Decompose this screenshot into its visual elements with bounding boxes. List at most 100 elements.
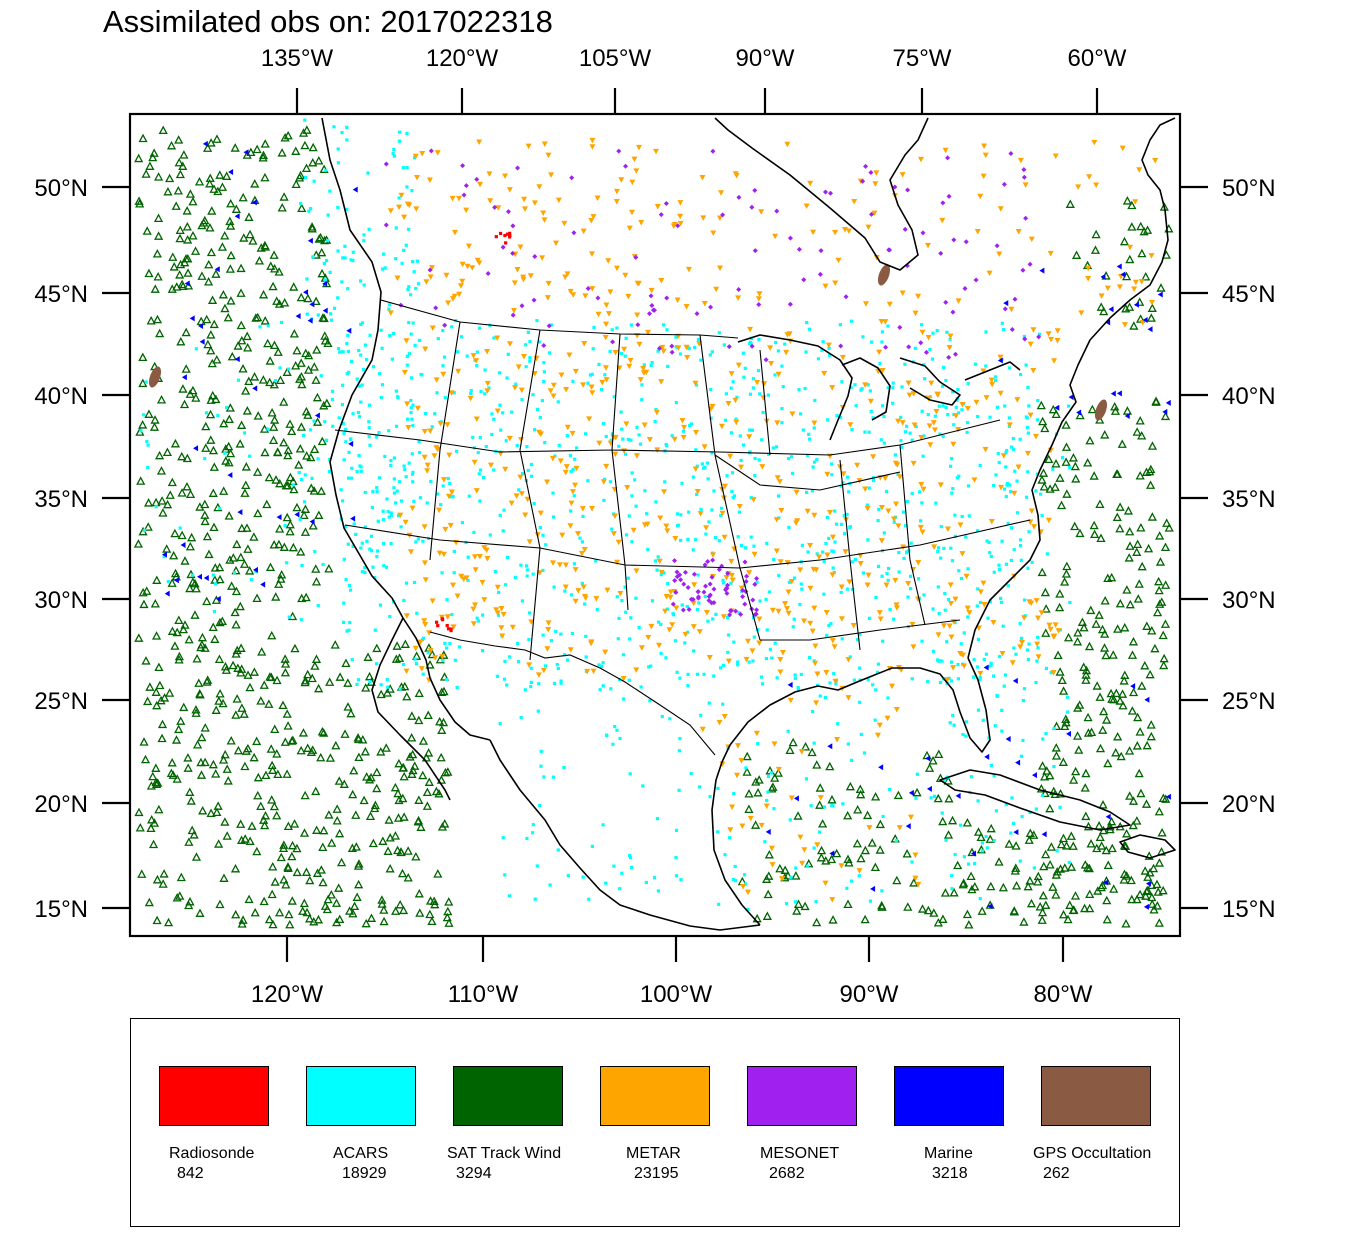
legend-count: 3294 [456, 1165, 492, 1182]
sat-track-wind-obs-marker [212, 134, 222, 143]
metar-obs-marker [401, 214, 408, 221]
sat-track-wind-obs-marker [1025, 876, 1035, 885]
metar-obs-marker [472, 602, 479, 608]
acars-obs-marker [827, 536, 831, 541]
sat-track-wind-obs-marker [145, 161, 155, 170]
acars-obs-marker [392, 456, 397, 460]
acars-obs-marker [675, 524, 680, 528]
sat-track-wind-obs-marker [998, 882, 1008, 892]
acars-obs-marker [504, 439, 508, 443]
acars-obs-marker [810, 709, 815, 714]
acars-obs-marker [569, 593, 574, 597]
acars-obs-marker [766, 790, 770, 794]
mesonet-obs-marker [1021, 174, 1027, 180]
sat-track-wind-obs-marker [424, 777, 434, 786]
acars-obs-marker [496, 613, 501, 617]
acars-obs-marker [861, 335, 865, 339]
acars-obs-marker [346, 542, 350, 546]
mesonet-obs-marker [753, 611, 759, 617]
acars-obs-marker [538, 525, 542, 530]
sat-track-wind-obs-marker [290, 643, 300, 653]
acars-obs-marker [992, 674, 996, 678]
metar-obs-marker [590, 668, 597, 675]
marine-obs-marker [184, 280, 190, 287]
sat-track-wind-obs-marker [1152, 879, 1162, 889]
acars-obs-marker [635, 425, 639, 429]
acars-obs-marker [433, 412, 437, 416]
right-lat-label: 40°N [1222, 383, 1276, 410]
acars-obs-marker [783, 342, 787, 346]
sat-track-wind-obs-marker [800, 741, 811, 751]
acars-obs-marker [860, 387, 864, 391]
marine-obs-marker [1039, 267, 1045, 274]
acars-obs-marker [166, 580, 170, 584]
sat-track-wind-obs-marker [295, 172, 305, 182]
acars-obs-marker [984, 364, 988, 368]
top-lon-label: 60°W [1068, 45, 1127, 72]
sat-track-wind-obs-marker [228, 660, 238, 670]
metar-obs-marker [580, 382, 587, 388]
acars-obs-marker [498, 722, 502, 726]
acars-obs-marker [988, 415, 992, 419]
sat-track-wind-obs-marker [220, 749, 230, 759]
sat-track-wind-obs-marker [933, 793, 943, 803]
acars-obs-marker [952, 423, 956, 427]
acars-obs-marker [519, 563, 523, 567]
acars-obs-marker [541, 533, 545, 537]
acars-obs-marker [812, 741, 816, 745]
mesonet-obs-marker [569, 175, 575, 181]
metar-obs-marker [701, 301, 708, 307]
sat-track-wind-obs-marker [1158, 630, 1168, 640]
acars-obs-marker [345, 372, 349, 376]
acars-obs-marker [999, 600, 1004, 605]
metar-obs-marker [758, 822, 765, 829]
acars-obs-marker [772, 807, 776, 811]
sat-track-wind-obs-marker [267, 407, 277, 417]
acars-obs-marker [937, 404, 941, 408]
acars-obs-marker [330, 397, 335, 402]
acars-obs-marker [980, 841, 984, 845]
sat-track-wind-obs-marker [212, 355, 222, 364]
sat-track-wind-obs-marker [1109, 694, 1119, 704]
sat-track-wind-obs-marker [762, 911, 772, 920]
acars-obs-marker [341, 383, 345, 387]
acars-obs-marker [501, 836, 505, 840]
acars-obs-marker [502, 677, 507, 681]
acars-obs-marker [827, 346, 831, 350]
acars-obs-marker [448, 481, 452, 485]
sat-track-wind-obs-marker [1085, 889, 1095, 899]
metar-obs-marker [721, 534, 728, 541]
acars-obs-marker [997, 563, 1001, 567]
acars-obs-marker [805, 490, 809, 495]
sat-track-wind-obs-marker [1033, 871, 1043, 881]
sat-track-wind-obs-marker [832, 848, 842, 858]
acars-obs-marker [363, 525, 367, 529]
sat-track-wind-obs-marker [184, 837, 194, 846]
sat-track-wind-obs-marker [1109, 884, 1119, 893]
sat-track-wind-obs-marker [287, 896, 297, 905]
acars-obs-marker [755, 580, 759, 584]
acars-obs-marker [695, 672, 700, 676]
acars-obs-marker [344, 577, 348, 582]
sat-track-wind-obs-marker [1103, 860, 1113, 869]
sat-track-wind-obs-marker [875, 819, 885, 829]
sat-track-wind-obs-marker [381, 743, 391, 752]
acars-obs-marker [721, 663, 726, 668]
sat-track-wind-obs-marker [302, 451, 312, 460]
marine-obs-marker [955, 792, 961, 799]
acars-obs-marker [630, 540, 634, 544]
metar-obs-marker [883, 582, 890, 588]
metar-obs-marker [638, 645, 645, 651]
acars-obs-marker [641, 784, 645, 788]
sat-track-wind-obs-marker [977, 906, 987, 915]
metar-obs-marker [1000, 453, 1007, 459]
acars-obs-marker [1004, 562, 1009, 566]
mesonet-obs-marker [515, 165, 521, 171]
sat-track-wind-obs-marker [302, 125, 312, 134]
metar-obs-marker [671, 436, 678, 443]
acars-obs-marker [541, 568, 545, 573]
sat-track-wind-obs-marker [436, 775, 446, 784]
sat-track-wind-obs-marker [924, 763, 935, 772]
acars-obs-marker [1009, 558, 1013, 563]
metar-obs-marker [997, 390, 1004, 397]
